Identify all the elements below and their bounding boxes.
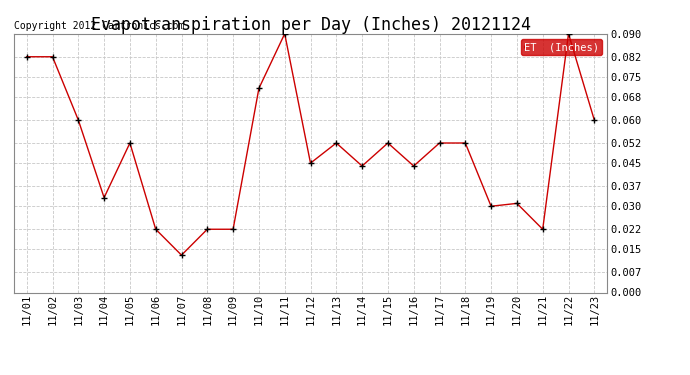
- Text: Copyright 2012 Cartronics.com: Copyright 2012 Cartronics.com: [14, 21, 184, 31]
- Legend: ET  (Inches): ET (Inches): [521, 39, 602, 55]
- Title: Evapotranspiration per Day (Inches) 20121124: Evapotranspiration per Day (Inches) 2012…: [90, 16, 531, 34]
